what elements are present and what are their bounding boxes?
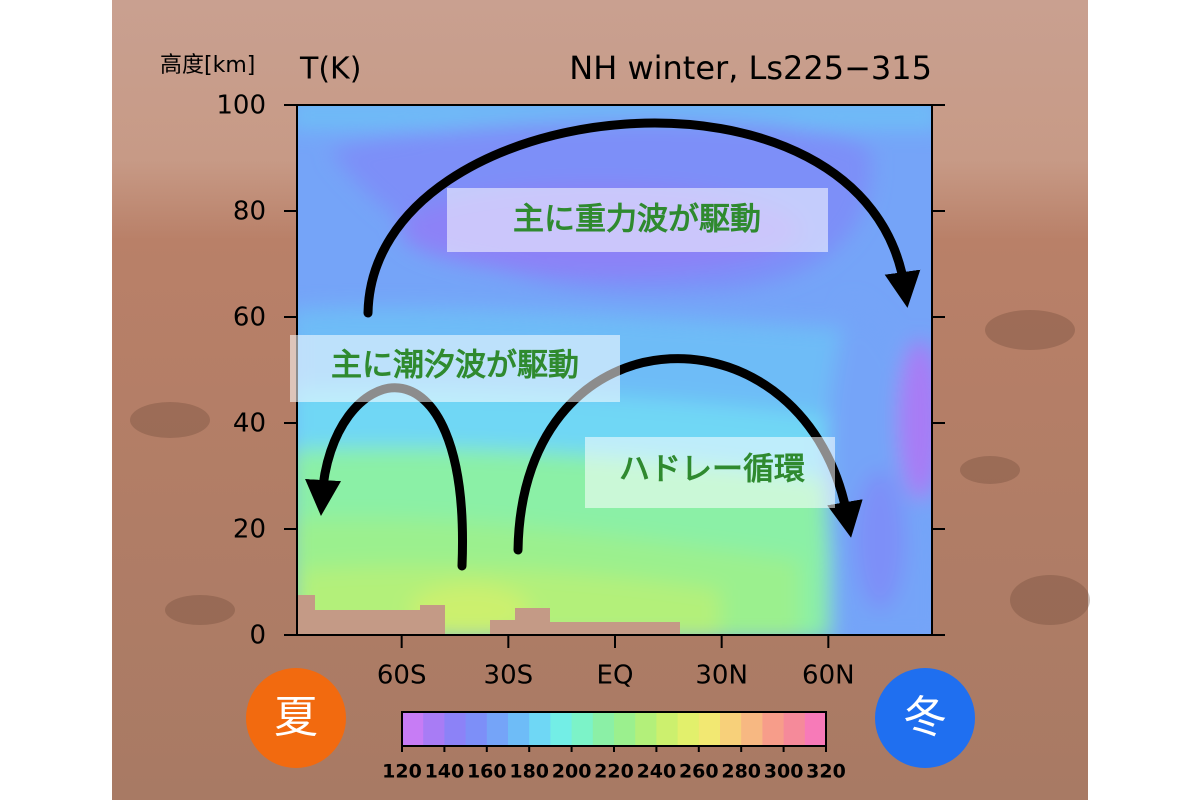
annotation: 主に重力波が駆動 [513, 202, 761, 238]
colorbar-tick-label: 160 [467, 761, 507, 783]
colorbar-tick-label: 220 [594, 761, 634, 783]
colorbar-tick-label: 260 [679, 761, 719, 783]
summer-label: 夏 [274, 692, 318, 743]
colorbar-cell [550, 712, 573, 746]
winter-label: 冬 [903, 692, 947, 743]
colorbar-cell [592, 712, 615, 746]
colorbar-cell [804, 712, 827, 746]
colorbar-cell [677, 712, 700, 746]
colorbar-tick-label: 120 [382, 761, 422, 783]
y-tick-label: 0 [249, 621, 266, 651]
colorbar-tick-label: 300 [764, 761, 804, 783]
colorbar-cell [635, 712, 657, 746]
y-tick-label: 100 [216, 91, 266, 121]
y-tick-label: 60 [233, 303, 266, 333]
colorbar-cell [529, 712, 551, 746]
colorbar-cell [486, 712, 509, 746]
colorbar-tick-label: 320 [806, 761, 846, 783]
y-tick-label: 80 [233, 197, 266, 227]
colorbar-cell [656, 712, 679, 746]
colorbar-tick-label: 280 [721, 761, 761, 783]
x-tick-label: 30S [484, 661, 534, 691]
colorbar-cell [465, 712, 488, 746]
colorbar-cell [698, 712, 721, 746]
quantity-label: T(K) [299, 52, 361, 87]
y-axis-label: 高度[km] [160, 53, 255, 78]
colorbar-cell [741, 712, 763, 746]
annotation: ハドレー循環 [619, 452, 806, 488]
annotation: 主に潮汐波が駆動 [331, 348, 579, 384]
colorbar-cell [402, 712, 424, 746]
colorbar-tick-label: 180 [509, 761, 549, 783]
colorbar-cell [444, 712, 467, 746]
y-tick-label: 40 [233, 409, 266, 439]
x-tick-label: EQ [597, 661, 634, 691]
summer-badge [246, 668, 346, 768]
y-tick-label: 20 [233, 515, 266, 545]
colorbar-cell [508, 712, 530, 746]
colorbar-tick-label: 200 [552, 761, 592, 783]
annotation-box [585, 437, 835, 508]
winter-badge [875, 668, 975, 768]
x-tick-label: 30N [695, 661, 748, 691]
colorbar-cell [423, 712, 445, 746]
rocks [130, 310, 1090, 625]
colorbar-cell [614, 712, 636, 746]
colorbar-tick-label: 140 [425, 761, 465, 783]
x-tick-label: 60N [802, 661, 855, 691]
colorbar-cell [762, 712, 785, 746]
colorbar-cell [783, 712, 806, 746]
colorbar-cell [571, 712, 594, 746]
annotation-box [290, 335, 620, 402]
annotation-box [447, 188, 828, 252]
axes: 0 20 40 60 80 100 60S 30S EQ 30N 60N [216, 91, 945, 691]
chart-title: NH winter, Ls225−315 [569, 49, 932, 87]
colorbar-cell [720, 712, 742, 746]
x-tick-label: 60S [377, 661, 427, 691]
colorbar-tick-label: 240 [637, 761, 677, 783]
colorbar: 120 140 160 180 200 220 240 260 280 300 320 [382, 711, 846, 783]
